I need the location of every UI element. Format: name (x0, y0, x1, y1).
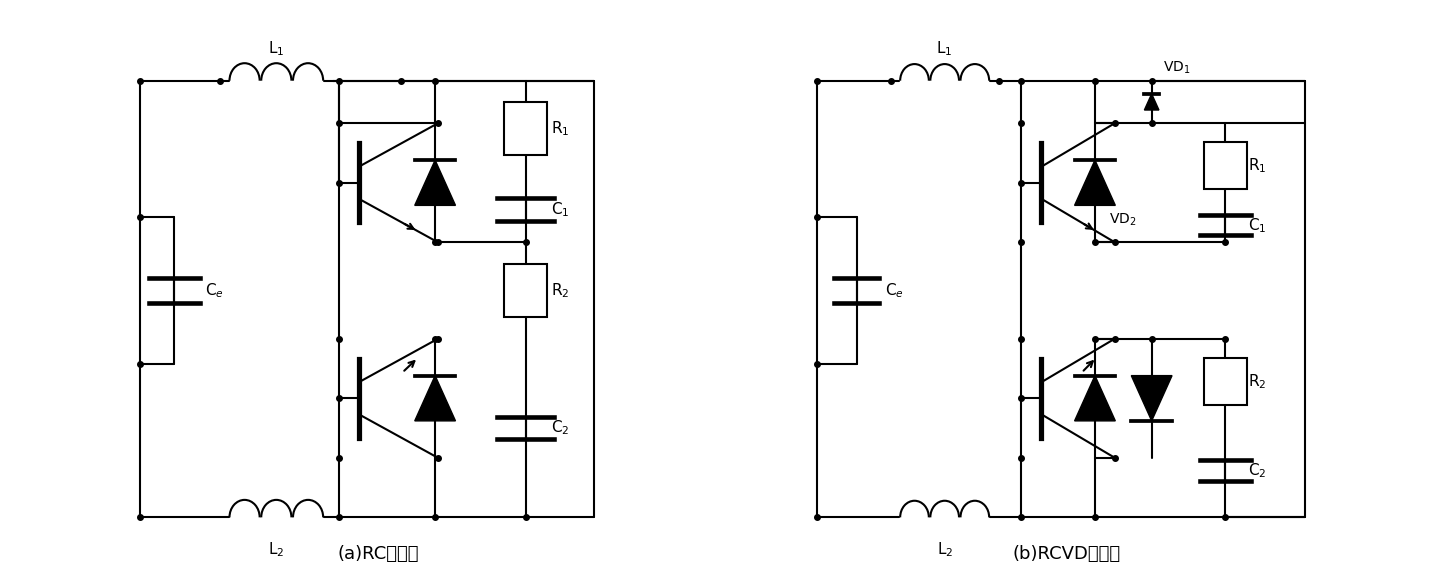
Text: R$_1$: R$_1$ (1248, 156, 1267, 175)
Bar (1204, 142, 1247, 189)
Text: L$_2$: L$_2$ (936, 540, 952, 559)
Text: VD$_2$: VD$_2$ (1110, 211, 1137, 228)
Text: R$_2$: R$_2$ (552, 281, 569, 300)
Text: L$_2$: L$_2$ (269, 540, 285, 559)
Polygon shape (1131, 376, 1172, 421)
Polygon shape (1075, 376, 1116, 421)
Text: C$_1$: C$_1$ (1248, 216, 1267, 235)
Polygon shape (415, 160, 455, 205)
Text: C$_2$: C$_2$ (1248, 461, 1267, 480)
Text: R$_2$: R$_2$ (1248, 372, 1266, 390)
Text: R$_1$: R$_1$ (552, 120, 569, 138)
Text: C$_1$: C$_1$ (552, 200, 569, 219)
Text: (b)RCVD吸收型: (b)RCVD吸收型 (1013, 545, 1121, 563)
Text: L$_1$: L$_1$ (936, 40, 952, 58)
Text: C$_2$: C$_2$ (552, 419, 569, 437)
Text: L$_1$: L$_1$ (269, 40, 285, 58)
Bar (504, 264, 548, 317)
Text: C$_e$: C$_e$ (205, 281, 224, 300)
Text: VD$_1$: VD$_1$ (1163, 60, 1191, 76)
Bar (504, 102, 548, 155)
Text: (a)RC吸收型: (a)RC吸收型 (338, 545, 419, 563)
Polygon shape (1075, 160, 1116, 205)
Polygon shape (1144, 94, 1159, 110)
Text: C$_e$: C$_e$ (886, 281, 905, 300)
Polygon shape (415, 376, 455, 421)
Bar (1204, 358, 1247, 404)
